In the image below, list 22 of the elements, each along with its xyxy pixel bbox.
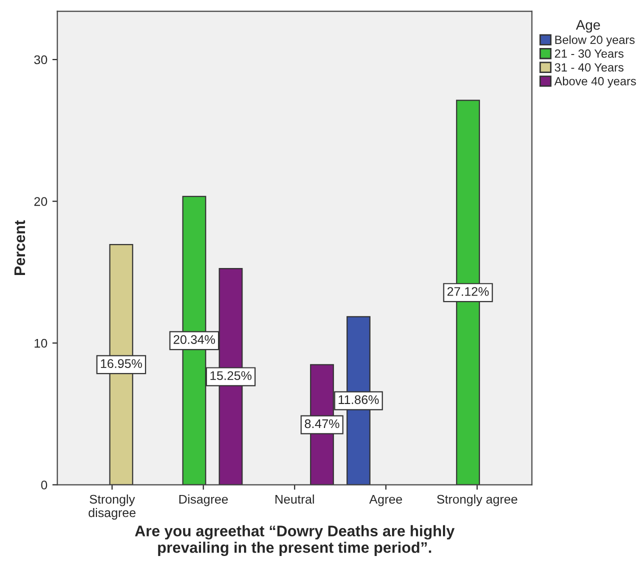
y-tick-label: 30 <box>34 55 48 64</box>
data-label: 8.47% <box>304 419 340 428</box>
x-tick-label: Agree <box>369 494 402 506</box>
data-label: 27.12% <box>447 287 489 296</box>
data-label: 11.86% <box>338 395 379 404</box>
legend-label: 31 - 40 Years <box>554 63 624 72</box>
x-tick-label: Disagree <box>179 494 228 506</box>
y-tick-label: 20 <box>34 197 48 206</box>
y-tick-label: 10 <box>34 338 48 348</box>
legend-label: 21 - 30 Years <box>554 49 624 58</box>
data-label: 16.95% <box>100 359 142 368</box>
y-tick-label: 0 <box>41 480 48 490</box>
legend-label: Above 40 years <box>554 76 636 88</box>
data-label: 20.34% <box>174 335 215 344</box>
x-tick-label: Neutral <box>275 494 314 504</box>
legend-title: Age <box>576 20 600 33</box>
x-axis-title: Are you agreethat “Dowry Deaths are highly prevailing in the present time period”. <box>134 525 455 556</box>
x-tick-label: Strongly disagree <box>88 494 136 520</box>
data-label: 15.25% <box>210 371 252 380</box>
x-tick-label: Strongly agree <box>437 494 518 506</box>
y-axis-title: Percent <box>14 220 26 276</box>
legend-label: Below 20 years <box>555 35 635 46</box>
